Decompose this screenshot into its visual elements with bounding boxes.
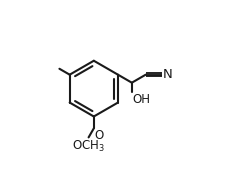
Text: OCH$_3$: OCH$_3$	[72, 138, 105, 154]
Text: N: N	[162, 68, 172, 81]
Text: O: O	[94, 129, 103, 142]
Text: OH: OH	[131, 93, 149, 106]
